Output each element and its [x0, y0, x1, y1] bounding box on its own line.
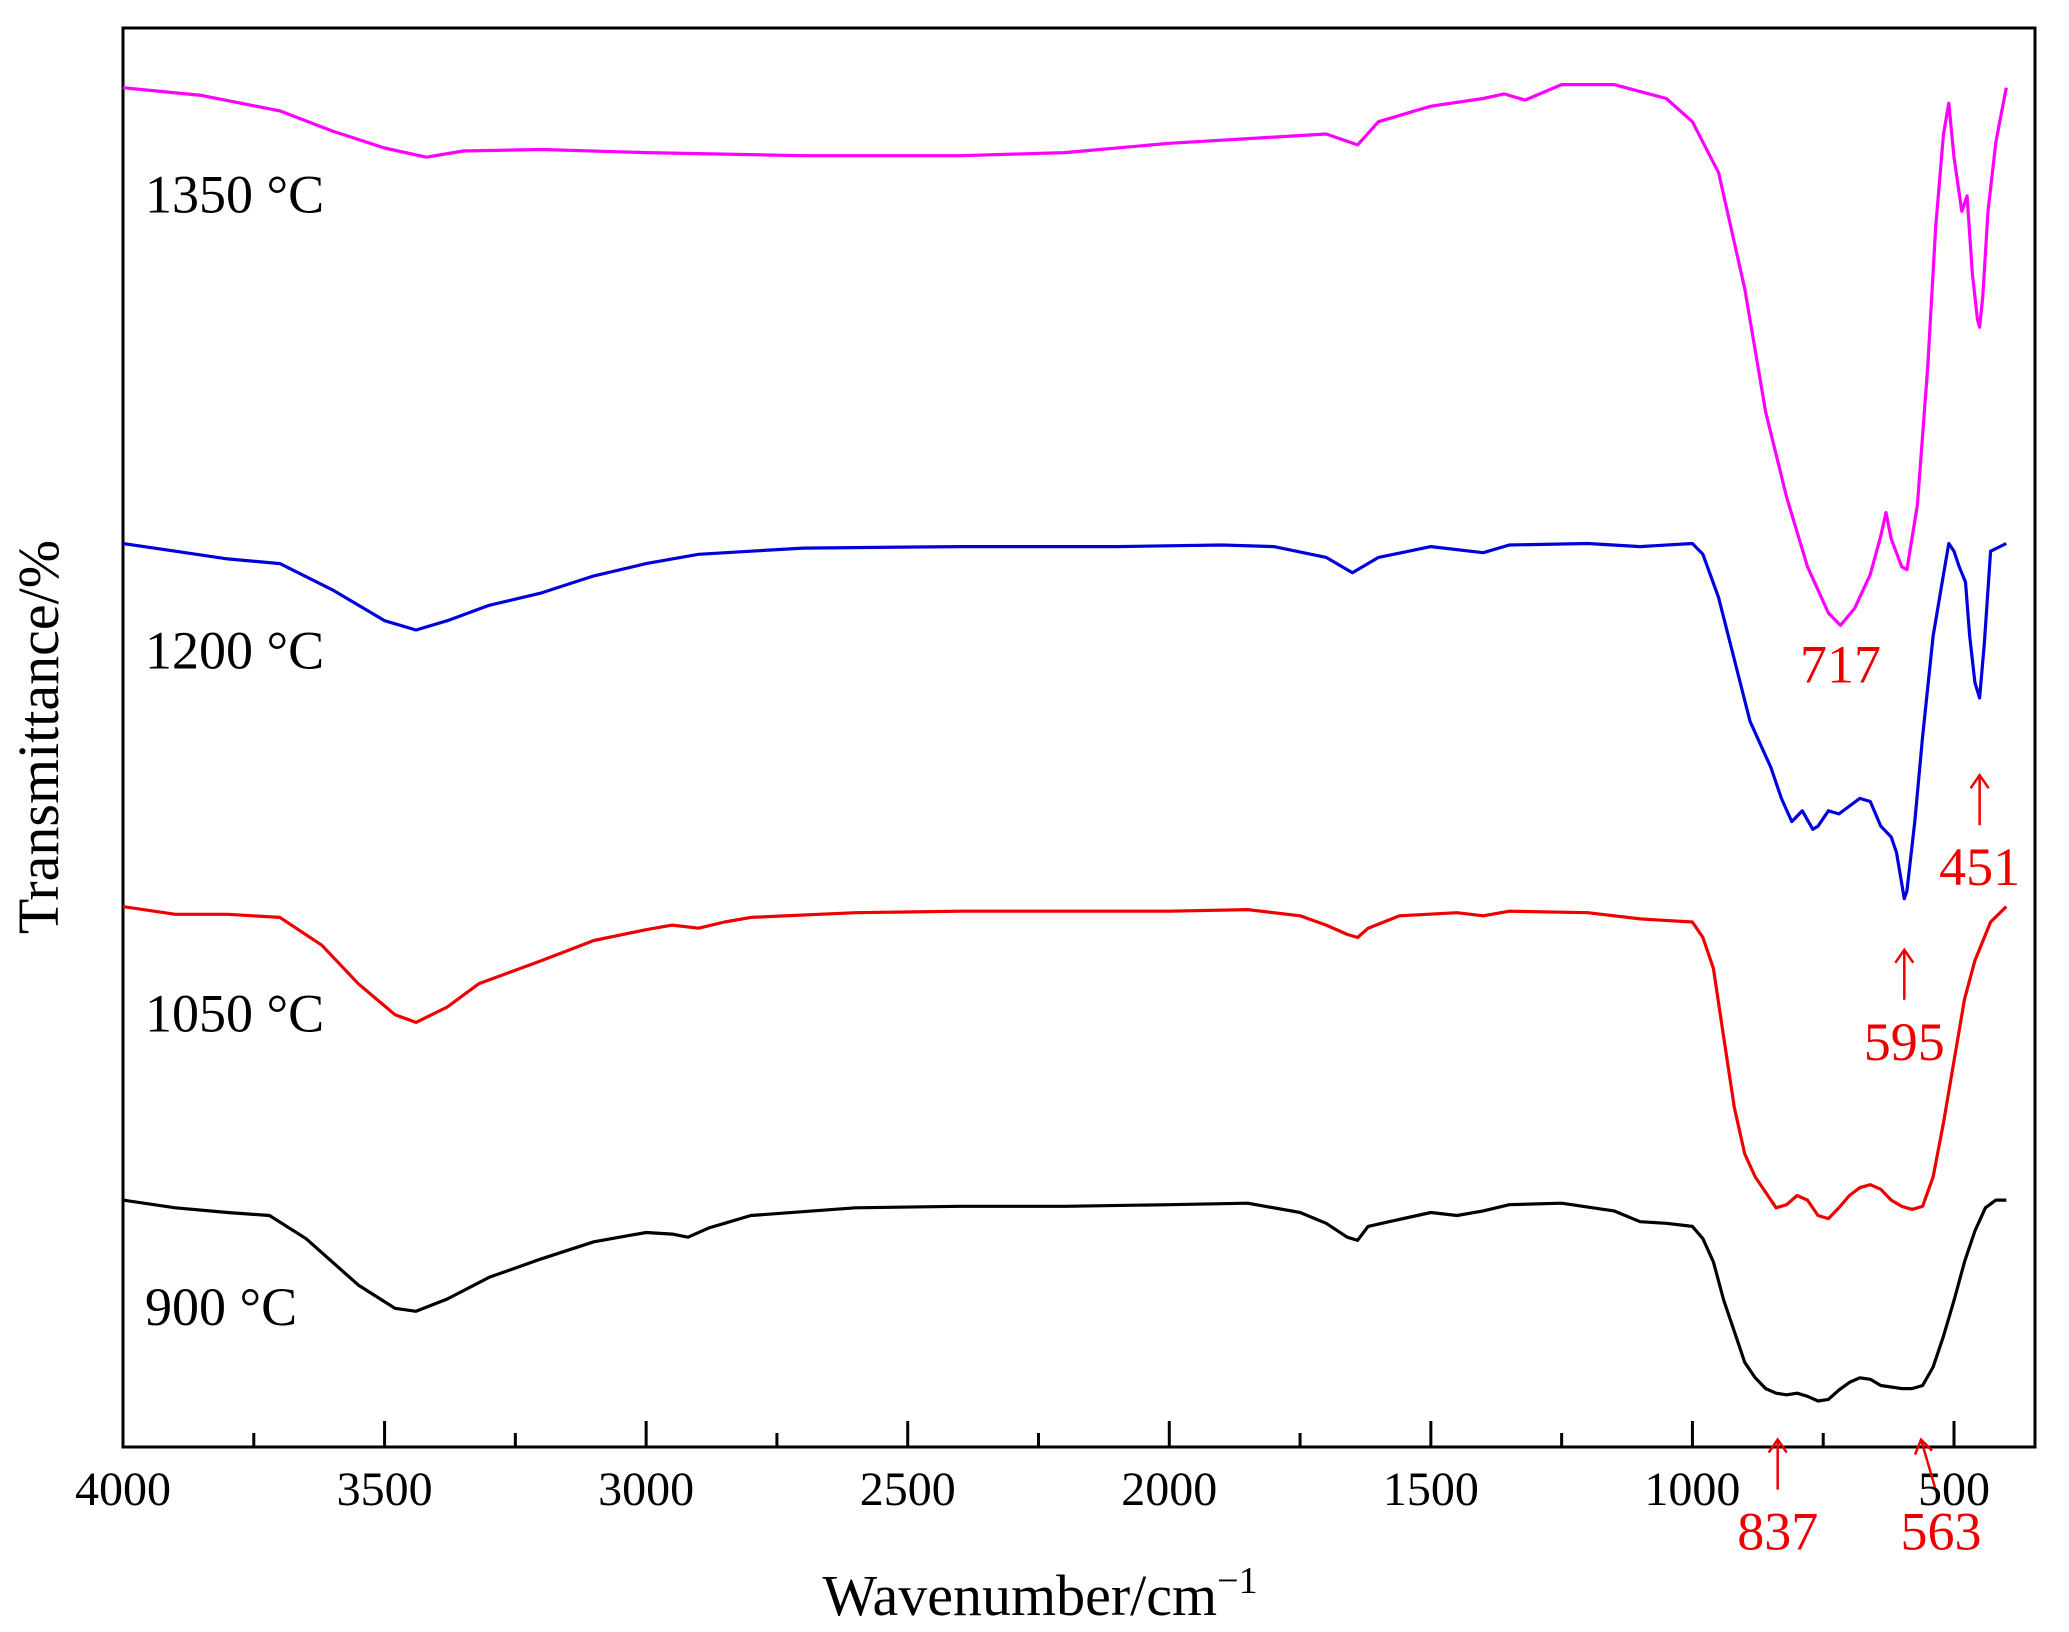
- y-axis-title: Transmittance/%: [6, 540, 71, 934]
- plot-frame: [121, 26, 2037, 1449]
- series-line-1050: [122, 905, 2008, 1221]
- peak-annotations: 717 451 595 837 563: [1737, 635, 2020, 1562]
- annotation-563: 563: [1901, 1437, 1982, 1562]
- series-line-1200: [122, 541, 2008, 901]
- annotation-arrowhead: [1767, 1437, 1788, 1454]
- x-axis-title-text: Wavenumber/cm: [822, 1563, 1217, 1628]
- series-line-900: [122, 1198, 2007, 1403]
- annotation-arrowhead: [1913, 1437, 1933, 1456]
- x-axis-title: Wavenumber/cm−1: [822, 1560, 1257, 1628]
- x-tick-label: 3000: [598, 1463, 694, 1516]
- series-lines: [122, 83, 2008, 1403]
- x-tick-label: 4000: [75, 1463, 171, 1516]
- series-label-1050: 1050 °C: [145, 984, 324, 1044]
- annotation-595: 595: [1864, 947, 1945, 1072]
- series-label-900: 900 °C: [145, 1277, 297, 1337]
- x-tick-label: 1500: [1383, 1463, 1479, 1516]
- annotation-arrowhead: [1894, 947, 1915, 964]
- annotation-717: 717: [1800, 635, 1881, 695]
- annotation-label: 717: [1800, 635, 1881, 695]
- annotation-label: 595: [1864, 1012, 1945, 1072]
- x-tick-label: 2500: [860, 1463, 956, 1516]
- series-label-1350: 1350 °C: [145, 165, 324, 225]
- series-labels: 1350 °C 1200 °C 1050 °C 900 °C: [145, 165, 324, 1337]
- x-axis-ticks: 4000 3500 3000 2500 2000 1500 1000 500: [75, 1421, 1990, 1516]
- x-axis-title-superscript: −1: [1217, 1560, 1257, 1602]
- annotation-451: 451: [1939, 773, 2020, 897]
- annotation-arrowhead: [1969, 773, 1990, 789]
- annotation-label: 837: [1737, 1502, 1818, 1562]
- x-tick-label: 2000: [1121, 1463, 1217, 1516]
- x-tick-label: 3500: [337, 1463, 433, 1516]
- annotation-837: 837: [1737, 1437, 1818, 1562]
- x-tick-label: 1000: [1644, 1463, 1740, 1516]
- annotation-label: 563: [1901, 1502, 1982, 1562]
- series-line-1350: [122, 83, 2008, 627]
- series-label-1200: 1200 °C: [145, 620, 324, 680]
- annotation-label: 451: [1939, 837, 2020, 897]
- annotation-arrow: [1919, 1439, 1937, 1488]
